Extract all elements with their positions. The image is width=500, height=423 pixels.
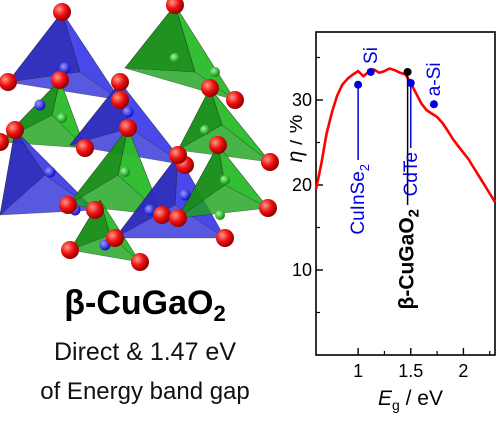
oxygen-atom	[166, 0, 184, 14]
x-tick-label: 1.5	[398, 361, 423, 381]
oxygen-atom	[169, 146, 187, 164]
oxygen-atom	[261, 153, 279, 171]
copper-atom	[170, 53, 180, 63]
oxygen-atom	[201, 79, 219, 97]
gallium-atom	[122, 106, 134, 118]
oxygen-atom	[131, 253, 149, 271]
plot-frame	[315, 31, 496, 356]
x-tick-label: 1	[353, 361, 363, 381]
y-tick-label: 20	[292, 175, 312, 195]
compound-title: β-CuGaO2	[64, 284, 226, 326]
annotation-dot	[429, 100, 438, 109]
oxygen-atom	[111, 91, 129, 109]
y-tick-label: 30	[292, 90, 312, 110]
copper-atom	[210, 67, 220, 77]
oxygen-atom	[111, 73, 129, 91]
annotation-dot	[403, 67, 412, 76]
oxygen-atom	[6, 121, 24, 139]
annotation-label-si: Si	[361, 47, 382, 64]
oxygen-atom	[59, 196, 77, 214]
copper-atom	[200, 125, 210, 135]
annotation-label-cdte: CdTe	[401, 152, 422, 196]
oxygen-atom	[153, 206, 171, 224]
annotation-dot	[366, 67, 375, 76]
green-tetrahedron	[177, 87, 271, 163]
oxygen-atom	[119, 119, 137, 137]
oxygen-atom	[61, 241, 79, 259]
oxygen-atom	[86, 201, 104, 219]
efficiency-chart: 1 1.5 2 10 20 30 Eg / eV η / % CuInSe2 Si β-CuGaO2…	[290, 31, 497, 413]
gallium-atom	[179, 189, 191, 201]
oxygen-atom	[53, 3, 71, 21]
y-axis-label: η / %	[290, 115, 307, 163]
copper-atom	[57, 113, 67, 123]
copper-atom	[120, 167, 130, 177]
oxygen-atom	[169, 209, 187, 227]
x-axis-label: Eg / eV	[378, 387, 443, 413]
annotation-label-cugao: β-CuGaO2	[396, 209, 423, 310]
copper-atom	[220, 175, 230, 185]
oxygen-atom	[51, 71, 69, 89]
gallium-atom	[44, 166, 56, 178]
oxygen-atom	[0, 133, 9, 151]
x-tick-label: 2	[458, 361, 468, 381]
y-tick-label: 10	[292, 260, 312, 280]
gallium-atom	[144, 204, 156, 216]
annotation-label-a-si: a-Si	[424, 62, 445, 96]
annotation-dot	[354, 80, 363, 89]
green-tetrahedron	[67, 126, 163, 216]
gallium-atom	[59, 62, 71, 74]
gallium-atom	[34, 99, 46, 111]
crystal-structure-illustration	[0, 0, 279, 271]
copper-atom	[215, 210, 225, 220]
oxygen-atom	[259, 199, 277, 217]
oxygen-atom	[216, 229, 234, 247]
bandgap-description-line2: of Energy band gap	[40, 378, 250, 405]
oxygen-atom	[0, 73, 17, 91]
annotation-dot	[406, 79, 415, 87]
oxygen-atom	[106, 229, 124, 247]
annotation-label-cuinse: CuInSe2	[348, 164, 372, 235]
oxygen-atom	[209, 136, 227, 154]
bandgap-description: Direct & 1.47 eV	[53, 338, 237, 366]
oxygen-atom	[226, 91, 244, 109]
oxygen-atom	[76, 139, 94, 157]
